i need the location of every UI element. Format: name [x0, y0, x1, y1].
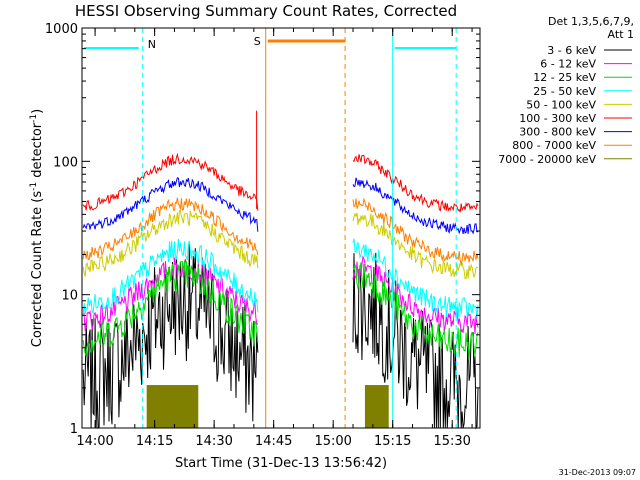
y-label-sup1: -1: [29, 182, 39, 191]
y-tick-label-2: 100: [53, 155, 78, 170]
legend-label-8: 7000 - 20000 keV: [498, 153, 596, 166]
series-line-0: [82, 243, 479, 430]
series-line-3: [82, 238, 479, 319]
legend-label-7: 800 - 7000 keV: [512, 139, 596, 152]
n-label: N: [148, 38, 156, 51]
x-tick-label-2: 14:30: [195, 434, 232, 449]
x-tick-label-3: 14:45: [255, 434, 292, 449]
x-tick-label-4: 15:00: [314, 434, 351, 449]
footer-date: 31-Dec-2013 09:07: [559, 468, 636, 477]
y-axis-label: Corrected Count Rate (s-1 detector-1): [29, 109, 45, 347]
series-line-4: [82, 209, 479, 280]
series-line-6: [82, 177, 479, 235]
plot-frame: [81, 27, 481, 429]
y-tick-label-1: 10: [61, 289, 78, 304]
x-tick-label-0: 14:00: [76, 434, 113, 449]
x-tick-label-6: 15:30: [433, 434, 470, 449]
series-line-2: [82, 260, 479, 360]
chart-title: HESSI Observing Summary Count Rates, Cor…: [75, 2, 457, 20]
legend-label-4: 50 - 100 keV: [526, 98, 596, 111]
s-label: S: [254, 35, 261, 48]
series-7000-20000-kev-block: [364, 385, 389, 428]
y-label-end: ): [30, 109, 45, 114]
y-tick-label-0: 1: [70, 422, 78, 437]
legend-label-5: 100 - 300 keV: [519, 112, 596, 125]
axis-ticks: 14:00 14:15 14:30 14:45 15:00 15:15 15:30 1 10 10…: [45, 22, 480, 449]
series-line-5: [82, 152, 479, 213]
y-tick-label-3: 1000: [45, 22, 78, 37]
series-line-7: [82, 197, 479, 265]
y-label-mid: detector: [30, 122, 45, 182]
y-label-sup2: -1: [29, 114, 39, 123]
legend-header-line2: Att 1: [608, 28, 634, 41]
legend-label-0: 3 - 6 keV: [547, 44, 596, 57]
x-tick-label-5: 15:15: [374, 434, 411, 449]
y-label-main: Corrected Count Rate (s: [30, 191, 45, 348]
legend-label-6: 300 - 800 keV: [519, 126, 596, 139]
legend-label-2: 12 - 25 keV: [533, 71, 596, 84]
legend-label-3: 25 - 50 keV: [533, 85, 596, 98]
series-7000-20000-kev-block: [146, 385, 199, 428]
legend-label-1: 6 - 12 keV: [540, 58, 596, 71]
legend-header-line1: Det 1,3,5,6,7,9,: [548, 15, 634, 28]
x-axis-label: Start Time (31-Dec-13 13:56:42): [175, 456, 387, 471]
x-tick-label-1: 14:15: [136, 434, 173, 449]
